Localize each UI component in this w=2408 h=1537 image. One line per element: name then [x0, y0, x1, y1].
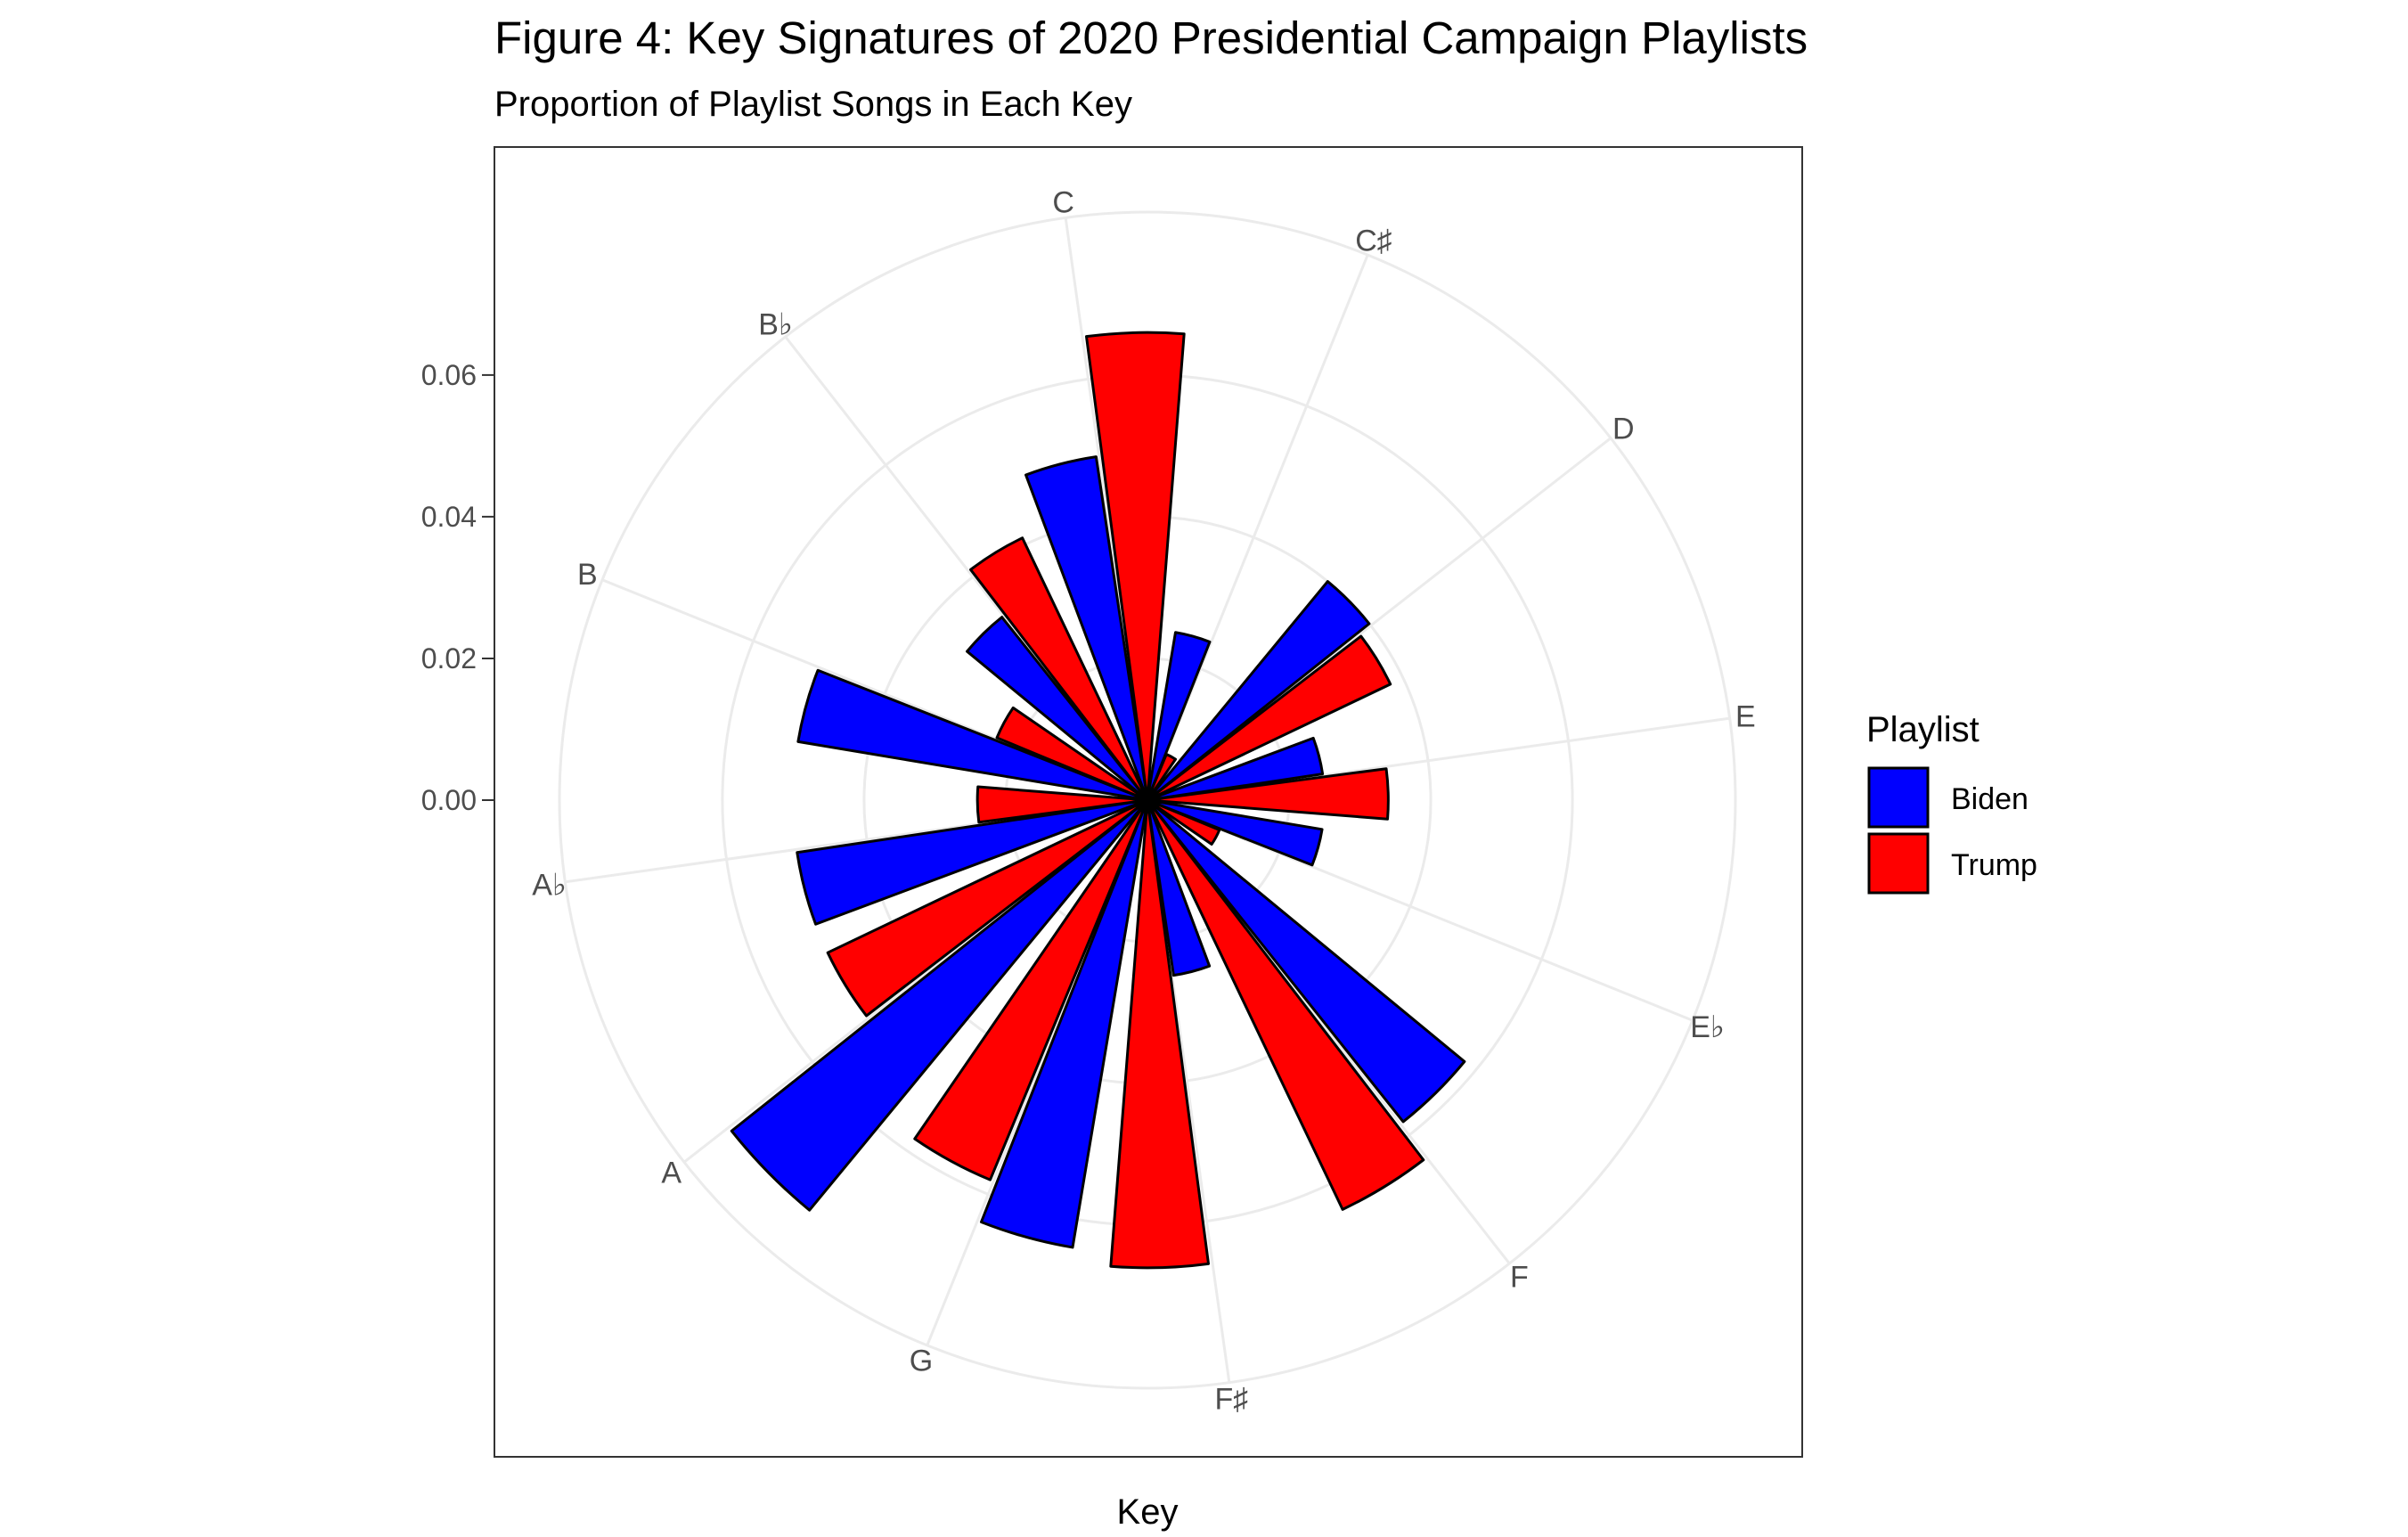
legend-key-biden	[1867, 766, 1930, 829]
y-tick-label: 0.06	[421, 359, 477, 391]
legend: Playlist Biden Trump	[1866, 710, 2037, 895]
bar-trump-11	[969, 536, 1149, 802]
bars	[730, 331, 1466, 1270]
bar-biden-6	[1146, 798, 1212, 977]
bar-trump-7	[913, 798, 1149, 1181]
bar-trump-8	[826, 798, 1149, 1018]
bar-trump-0	[1085, 331, 1186, 802]
key-label: A♭	[532, 868, 567, 902]
x-axis-title: Key	[1117, 1492, 1179, 1532]
bar-biden-11	[966, 616, 1149, 802]
bar-trump-2	[1146, 634, 1392, 802]
key-label: B♭	[758, 308, 793, 342]
key-labels: C C♯ D E E♭ F F♯ G A A♭ B B♭	[532, 186, 1756, 1417]
bar-trump-10	[995, 706, 1149, 802]
y-axis-ticks: 0.00 0.02 0.04 0.06	[421, 359, 494, 816]
bar-trump-5	[1146, 798, 1425, 1211]
center-hub	[1135, 788, 1160, 813]
key-label: E	[1735, 700, 1756, 734]
chart-subtitle: Proportion of Playlist Songs in Each Key	[494, 85, 1132, 124]
bar-biden-9	[796, 798, 1149, 926]
key-label: G	[910, 1345, 933, 1378]
key-label: E♭	[1690, 1010, 1725, 1044]
grid-circle	[558, 210, 1737, 1390]
bar-biden-1	[1146, 631, 1212, 802]
bar-biden-7	[979, 798, 1149, 1249]
key-label: D	[1612, 413, 1635, 446]
bar-biden-0	[1024, 455, 1149, 802]
bar-biden-4	[1146, 798, 1324, 867]
bar-trump-3	[1146, 767, 1390, 821]
key-label: C♯	[1355, 224, 1392, 258]
key-label: F	[1510, 1260, 1529, 1294]
key-label: F♯	[1215, 1382, 1249, 1416]
legend-title: Playlist	[1866, 710, 1979, 749]
bar-trump-1	[1146, 753, 1178, 802]
bar-biden-2	[1146, 580, 1371, 802]
key-label: A	[661, 1156, 682, 1190]
chart-title: Figure 4: Key Signatures of 2020 Preside…	[494, 12, 1808, 63]
bar-biden-10	[796, 668, 1149, 802]
legend-key-trump	[1867, 832, 1930, 895]
key-label: B	[577, 558, 598, 592]
legend-label-trump: Trump	[1951, 848, 2037, 882]
bar-trump-6	[1109, 798, 1210, 1270]
bar-trump-9	[975, 785, 1149, 824]
bar-biden-8	[730, 798, 1149, 1212]
legend-label-biden: Biden	[1951, 782, 2028, 816]
y-tick-label: 0.00	[421, 784, 477, 816]
y-tick-label: 0.02	[421, 642, 477, 674]
y-tick-label: 0.04	[421, 501, 477, 533]
bar-trump-4	[1146, 798, 1221, 846]
key-label: C	[1052, 186, 1074, 220]
bar-biden-3	[1146, 736, 1325, 802]
bar-biden-5	[1146, 798, 1466, 1124]
